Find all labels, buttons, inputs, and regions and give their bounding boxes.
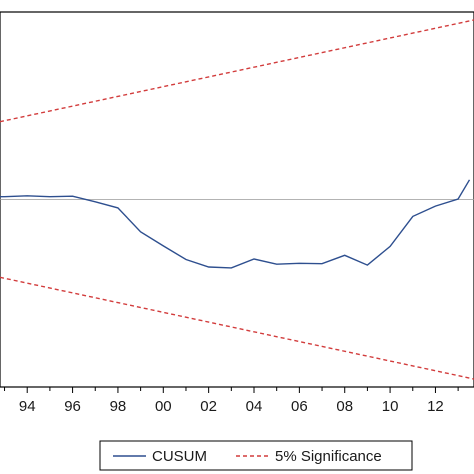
x-tick-label: 12 — [427, 398, 444, 415]
x-tick-label: 08 — [336, 398, 353, 415]
x-tick-label: 94 — [19, 398, 36, 415]
upper-significance-line — [0, 19, 474, 123]
legend-cusum-label: CUSUM — [152, 448, 207, 465]
legend-significance-label: 5% Significance — [275, 448, 382, 465]
lower-significance-line — [0, 276, 474, 380]
x-tick-label: 98 — [110, 398, 127, 415]
x-tick-label: 00 — [155, 398, 172, 415]
x-tick-label: 04 — [246, 398, 263, 415]
x-axis: 94 96 98 00 02 04 06 08 10 12 — [4, 387, 459, 415]
x-tick-label: 96 — [64, 398, 81, 415]
x-tick-label: 10 — [382, 398, 399, 415]
legend-box — [99, 440, 413, 471]
x-tick-label: 06 — [291, 398, 308, 415]
plot-frame — [0, 11, 474, 388]
x-tick-label: 02 — [200, 398, 217, 415]
legend: CUSUM 5% Significance — [99, 440, 413, 471]
cusum-line — [0, 179, 471, 269]
